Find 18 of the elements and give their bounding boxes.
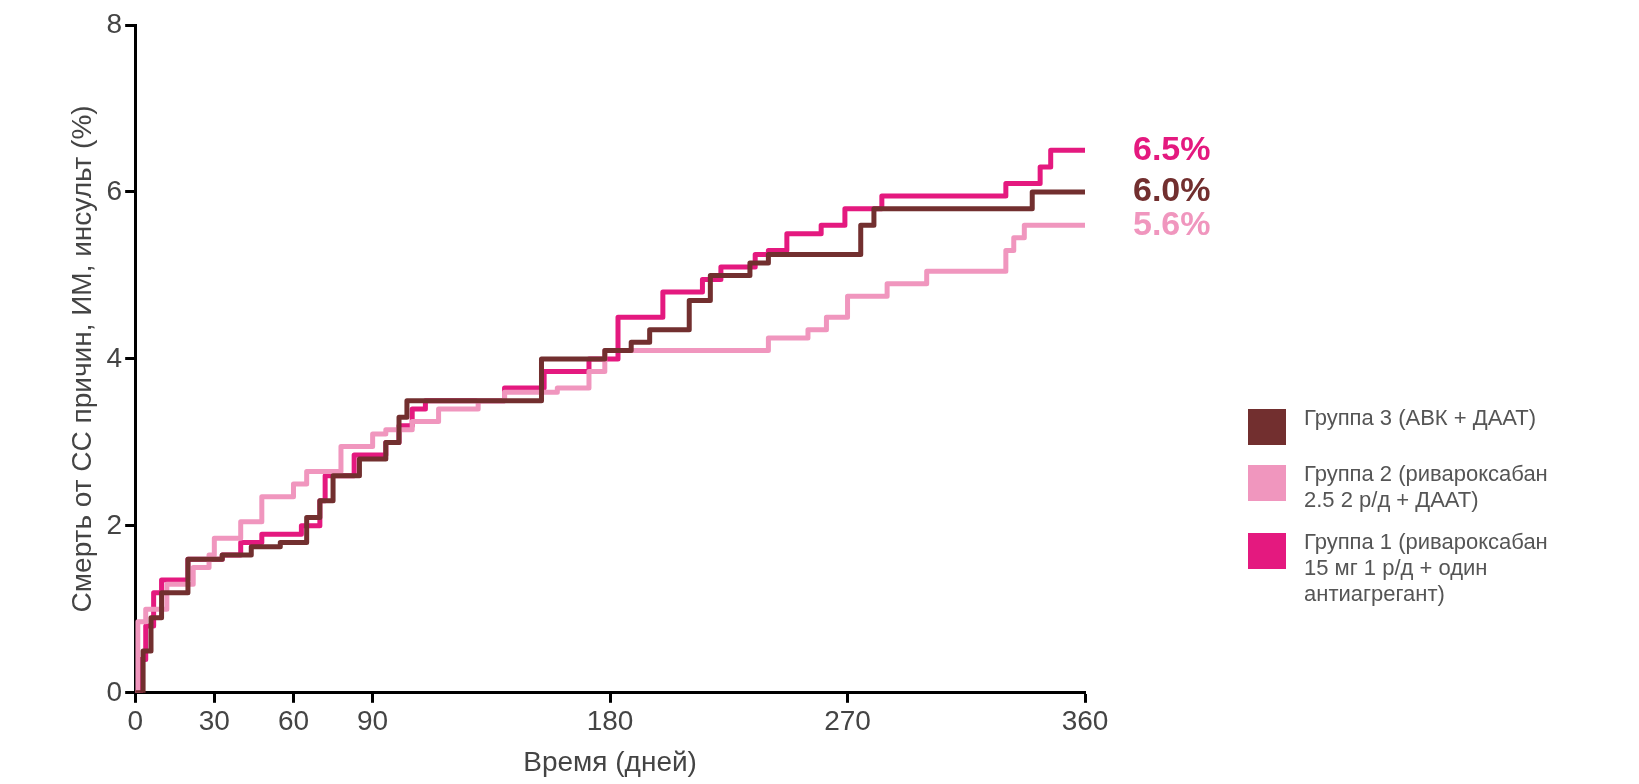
x-tick-label: 90	[357, 705, 389, 737]
y-tick-label: 8	[106, 7, 123, 39]
x-tick-label: 180	[586, 705, 634, 737]
y-tick-label: 0	[106, 675, 123, 707]
data-label: 6.5%	[1133, 128, 1211, 167]
legend-label: Группа 1 (ривароксабан 15 мг 1 р/д + один антиагрегант)	[1304, 529, 1549, 607]
legend-label: Группа 2 (ривароксабан 2.5 2 р/д + ДААТ)	[1304, 461, 1549, 513]
x-tick-label: 360	[1061, 705, 1109, 737]
x-axis-title: Время (дней)	[523, 745, 697, 777]
x-tick-label: 270	[824, 705, 871, 737]
y-tick-label: 2	[106, 508, 123, 540]
x-tick-label: 60	[277, 705, 310, 737]
y-tick-label: 6	[106, 174, 123, 206]
legend-label: Группа 3 (АВК + ДААТ)	[1304, 405, 1537, 431]
y-tick-label: 4	[106, 341, 123, 373]
x-tick-label: 30	[198, 705, 230, 737]
x-tick-label: 0	[127, 705, 143, 737]
y-axis-title: Смерть от СС причин, ИМ, инсульт (%)	[65, 105, 97, 613]
